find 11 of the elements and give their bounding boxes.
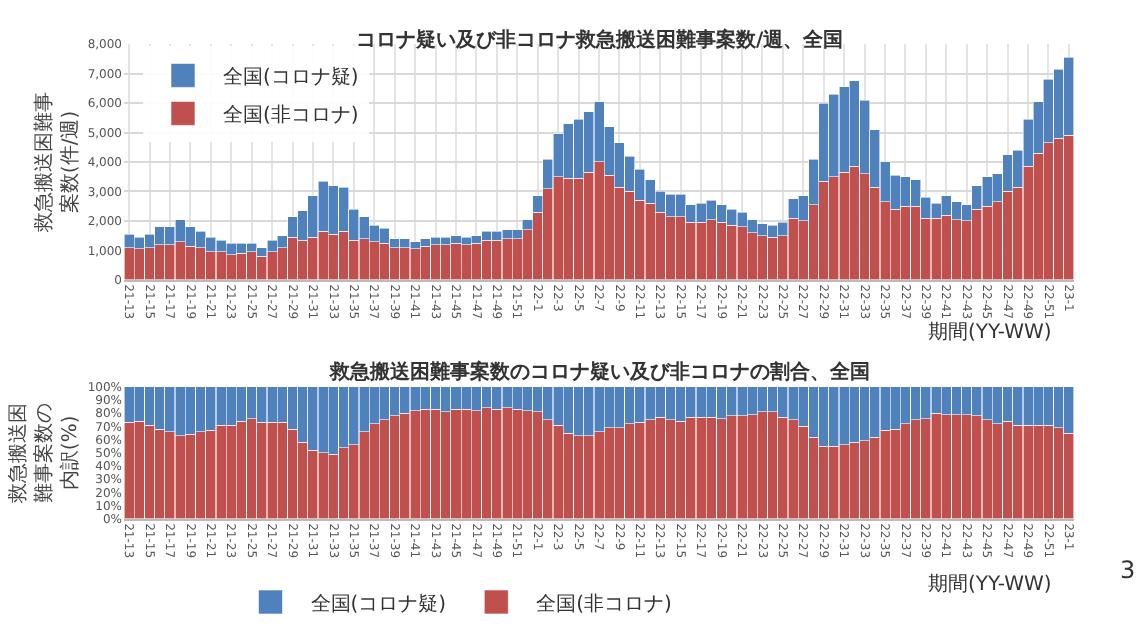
x-axis-title: 期間(YY-WW) bbox=[928, 572, 1052, 596]
legend-label: 全国(コロナ疑) bbox=[310, 591, 447, 616]
y-axis-title: 救急搬送困難事案数の内訳(%) bbox=[5, 402, 82, 505]
y-axis-title: 救急搬送困難事案数(件/週) bbox=[31, 92, 82, 234]
legend-label: 全国(コロナ疑) bbox=[223, 65, 359, 90]
text: 3 bbox=[1120, 556, 1136, 584]
chart-title: 救急搬送困難事案数のコロナ疑い及び非コロナの割合、全国 bbox=[328, 360, 870, 384]
legend-label: 全国(非コロナ) bbox=[223, 103, 359, 128]
legend-label: 全国(非コロナ) bbox=[536, 591, 673, 616]
chart-title: コロナ疑い及び非コロナ救急搬送困難事案数/週、全国 bbox=[356, 28, 844, 52]
x-axis-title: 期間(YY-WW) bbox=[928, 320, 1052, 344]
